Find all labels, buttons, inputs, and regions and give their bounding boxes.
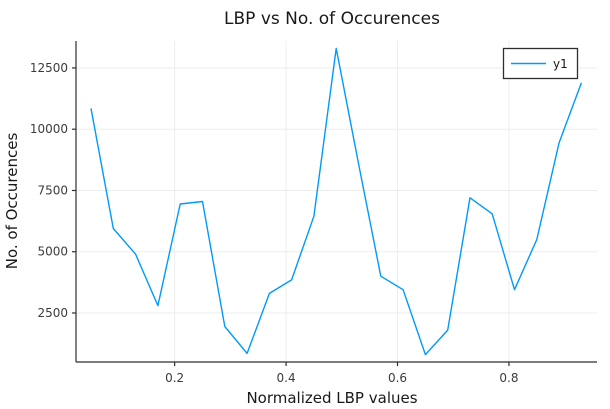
series-line-y1 bbox=[90, 47, 583, 356]
y-axis-label: No. of Occurences bbox=[3, 133, 21, 270]
y-tick-label: 5000 bbox=[37, 245, 68, 259]
y-tick-label: 2500 bbox=[37, 306, 68, 320]
ticks: 0.2 0.4 0.6 0.8 2500 5000 7500 10000 12500 bbox=[30, 61, 519, 385]
legend-label: y1 bbox=[553, 57, 568, 71]
y-tick-label: 7500 bbox=[37, 183, 68, 197]
y-tick-label: 10000 bbox=[30, 122, 68, 136]
x-tick-label: 0.4 bbox=[277, 371, 296, 385]
legend: y1 bbox=[502, 47, 579, 80]
y-tick-label: 12500 bbox=[30, 61, 68, 75]
x-tick-label: 0.8 bbox=[499, 371, 518, 385]
x-tick-label: 0.2 bbox=[165, 371, 184, 385]
x-tick-label: 0.6 bbox=[388, 371, 407, 385]
series bbox=[90, 47, 583, 356]
gridlines bbox=[76, 41, 597, 362]
x-axis-label: Normalized LBP values bbox=[246, 389, 417, 407]
chart-title: LBP vs No. of Occurences bbox=[224, 9, 440, 29]
